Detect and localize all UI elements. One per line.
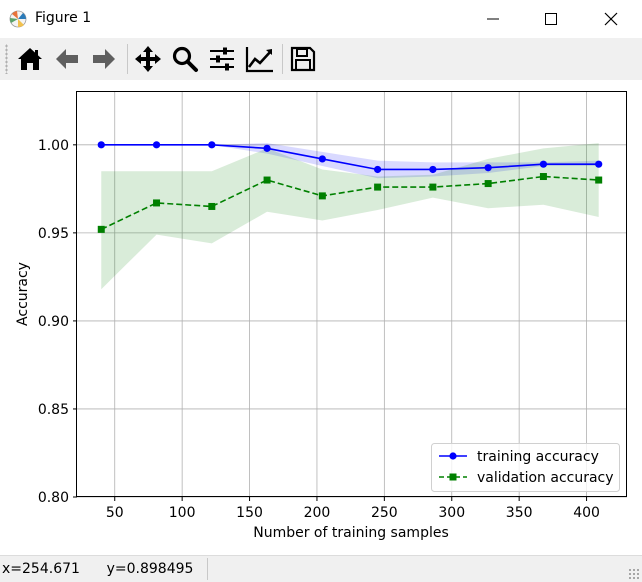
x-tick-label: 400 — [573, 505, 600, 521]
x-tick-label: 350 — [506, 505, 533, 521]
maximize-button[interactable] — [528, 0, 574, 38]
close-button[interactable] — [588, 0, 634, 38]
validation-point — [97, 225, 105, 233]
y-tick-label: 0.80 — [38, 490, 69, 506]
legend-marker-training — [449, 452, 457, 460]
cursor-coordinates: x=254.671 y=0.898495 — [2, 561, 194, 577]
forward-button[interactable] — [87, 42, 121, 76]
toolbar-separator — [282, 44, 283, 74]
back-button[interactable] — [50, 42, 84, 76]
validation-point — [318, 192, 326, 200]
x-tick-label: 200 — [304, 505, 331, 521]
magnifier-icon — [172, 46, 198, 72]
line-chart-icon — [245, 47, 273, 73]
close-icon — [604, 12, 618, 26]
legend-frame — [431, 443, 620, 492]
y-tick-label: 0.85 — [38, 402, 69, 418]
legend-label-training: training accuracy — [477, 449, 599, 465]
minimize-button[interactable] — [470, 0, 516, 38]
training-point — [97, 141, 105, 149]
learning-curve-chart[interactable]: 50 100 150 200 250 300 350 400 0.80 0.85 0.90 0.95 1… — [0, 80, 642, 555]
legend-marker-validation — [449, 473, 457, 481]
y-axis-label: Accuracy — [15, 262, 31, 326]
status-separator — [207, 558, 208, 580]
training-point — [152, 141, 161, 149]
training-point — [595, 160, 603, 168]
home-button[interactable] — [13, 42, 47, 76]
edit-axes-button[interactable] — [242, 42, 276, 76]
resize-grip[interactable] — [628, 568, 640, 580]
validation-point — [429, 183, 437, 191]
validation-point — [539, 173, 547, 181]
validation-point — [153, 199, 161, 207]
x-tick-label: 300 — [438, 505, 465, 521]
toolbar-grip[interactable] — [5, 44, 8, 74]
move-icon — [135, 46, 161, 72]
y-tick-label: 0.95 — [38, 226, 69, 242]
minimize-icon — [487, 18, 499, 20]
validation-point — [263, 176, 271, 184]
legend-label-validation: validation accuracy — [477, 470, 614, 486]
arrow-left-icon — [56, 49, 78, 69]
floppy-disk-icon — [290, 46, 316, 72]
training-point — [429, 165, 437, 174]
matplotlib-app-icon — [9, 10, 27, 28]
y-tick-label: 1.00 — [38, 138, 69, 154]
validation-point — [208, 202, 216, 210]
figure-canvas[interactable]: 50 100 150 200 250 300 350 400 0.80 0.85 0.90 0.95 1… — [0, 80, 642, 555]
x-tick-label: 150 — [236, 505, 263, 521]
pan-button[interactable] — [131, 42, 165, 76]
training-point — [374, 165, 382, 174]
training-point — [318, 155, 326, 163]
training-point — [539, 160, 548, 168]
validation-std-band — [101, 143, 599, 290]
navigation-toolbar — [0, 38, 642, 80]
axes-frame — [76, 91, 627, 497]
training-point — [263, 144, 271, 152]
x-tick-label: 100 — [169, 505, 196, 521]
maximize-icon — [545, 13, 557, 25]
x-tick-label: 50 — [106, 505, 124, 521]
zoom-button[interactable] — [168, 42, 202, 76]
window-titlebar: Figure 1 — [0, 0, 642, 38]
x-tick-label: 250 — [371, 505, 398, 521]
training-point — [208, 141, 216, 149]
window-title: Figure 1 — [35, 10, 92, 26]
training-point — [484, 164, 492, 172]
save-button[interactable] — [286, 42, 320, 76]
sliders-icon — [210, 47, 234, 71]
training-accuracy-line — [101, 144, 599, 171]
x-axis-label: Number of training samples — [253, 525, 449, 541]
home-icon — [18, 48, 42, 70]
validation-accuracy-line — [100, 175, 599, 231]
arrow-right-icon — [93, 49, 115, 69]
toolbar-separator — [127, 44, 128, 74]
y-tick-label: 0.90 — [38, 314, 69, 330]
validation-point — [484, 180, 492, 188]
training-std-band — [101, 143, 599, 179]
validation-point — [595, 176, 603, 184]
subplots-button[interactable] — [205, 42, 239, 76]
validation-point — [374, 183, 382, 191]
legend: training accuracy validation accuracy — [431, 443, 620, 492]
status-bar: x=254.671 y=0.898495 — [0, 555, 642, 582]
